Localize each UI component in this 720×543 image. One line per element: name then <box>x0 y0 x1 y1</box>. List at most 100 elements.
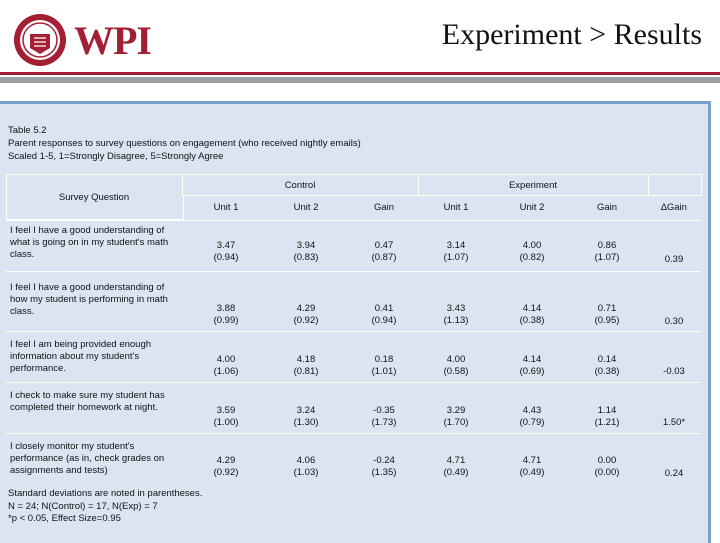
delta-gain-value: 1.50* <box>662 417 686 428</box>
note-sample-size: N = 24; N(Control) = 17, N(Exp) = 7 <box>8 500 158 512</box>
column-header: Unit 1 <box>443 202 469 213</box>
mean-value: 0.14 <box>597 354 617 365</box>
sd-value: (0.83) <box>293 252 319 263</box>
mean-value: -0.24 <box>373 455 395 466</box>
sd-value: (1.70) <box>443 417 469 428</box>
value-cell: 4.71 (0.49) <box>412 455 500 479</box>
survey-question: I feel I am being provided enough inform… <box>10 339 152 374</box>
sd-value: (1.06) <box>213 366 239 377</box>
column-header: Unit 2 <box>293 202 319 213</box>
delta-header-cell <box>648 174 702 196</box>
column-header: Gain <box>596 202 618 213</box>
mean-value: 4.71 <box>522 455 542 466</box>
sd-value: (0.38) <box>519 315 545 326</box>
column-header: Unit 2 <box>519 202 545 213</box>
mean-value: 4.71 <box>446 455 466 466</box>
caption-description: Parent responses to survey questions on … <box>8 138 361 149</box>
mean-value: 3.94 <box>296 240 316 251</box>
sd-value: (1.13) <box>443 315 469 326</box>
mean-value: -0.35 <box>373 405 395 416</box>
mean-value: 3.29 <box>446 405 466 416</box>
wpi-logo: WPI <box>12 14 152 66</box>
row-divider <box>6 433 700 434</box>
caption-scale: Scaled 1-5, 1=Strongly Disagree, 5=Stron… <box>8 151 224 162</box>
value-cell: 3.47 (0.94) <box>182 240 270 264</box>
sd-value: (0.38) <box>594 366 620 377</box>
value-cell: -0.24 (1.35) <box>340 455 428 479</box>
survey-question: I feel I have a good understanding of ho… <box>10 282 168 317</box>
mean-value: 3.47 <box>216 240 236 251</box>
mean-value: 4.14 <box>522 303 542 314</box>
mean-value: 0.71 <box>597 303 617 314</box>
mean-value: 3.88 <box>216 303 236 314</box>
sd-value: (0.82) <box>519 252 545 263</box>
column-header: Unit 1 <box>213 202 239 213</box>
value-cell: 0.47 (0.87) <box>340 240 428 264</box>
note-sd: Standard deviations are noted in parenth… <box>8 488 203 499</box>
mean-value: 4.14 <box>522 354 542 365</box>
sd-value: (1.73) <box>371 417 397 428</box>
value-cell: 3.24 (1.30) <box>262 405 350 429</box>
mean-value: 4.43 <box>522 405 542 416</box>
value-cell: 4.14 (0.38) <box>488 303 576 327</box>
sd-value: (0.92) <box>293 315 319 326</box>
delta-gain-value: 0.39 <box>664 254 684 265</box>
column-header: Gain <box>373 202 395 213</box>
mean-value: 4.06 <box>296 455 316 466</box>
mean-value: 4.00 <box>522 240 542 251</box>
table-caption: Table 5.2 Parent responses to survey que… <box>8 124 361 163</box>
sd-value: (1.01) <box>371 366 397 377</box>
sd-value: (0.87) <box>371 252 397 263</box>
sd-value: (0.81) <box>293 366 319 377</box>
value-cell: 4.14 (0.69) <box>488 354 576 378</box>
mean-value: 0.18 <box>374 354 394 365</box>
value-cell: 3.14 (1.07) <box>412 240 500 264</box>
mean-value: 1.14 <box>597 405 617 416</box>
value-cell: 4.00 (1.06) <box>182 354 270 378</box>
value-cell: 3.59 (1.00) <box>182 405 270 429</box>
survey-question: I closely monitor my student's performan… <box>10 441 165 476</box>
value-cell: 0.14 (0.38) <box>563 354 651 378</box>
sd-value: (1.30) <box>293 417 319 428</box>
sd-value: (0.69) <box>519 366 545 377</box>
question-header-cell <box>6 174 184 220</box>
logo-wordmark: WPI <box>74 18 152 63</box>
value-cell: 4.00 (0.82) <box>488 240 576 264</box>
survey-question: I feel I have a good understanding of wh… <box>10 225 169 260</box>
mean-value: 3.14 <box>446 240 466 251</box>
table-notes: Standard deviations are noted in parenth… <box>8 488 202 526</box>
sd-value: (0.00) <box>594 467 620 478</box>
sd-value: (0.49) <box>443 467 469 478</box>
header-rule-gray <box>0 77 720 83</box>
slide-title: Experiment > Results <box>441 18 702 51</box>
experiment-group-header: Experiment <box>508 180 558 191</box>
value-cell: 0.86 (1.07) <box>563 240 651 264</box>
value-cell: 3.94 (0.83) <box>262 240 350 264</box>
delta-gain-value: 0.24 <box>664 468 684 479</box>
sd-value: (1.21) <box>594 417 620 428</box>
value-cell: 0.18 (1.01) <box>340 354 428 378</box>
sd-value: (0.94) <box>213 252 239 263</box>
mean-value: 3.43 <box>446 303 466 314</box>
sd-value: (0.99) <box>213 315 239 326</box>
sd-value: (0.92) <box>213 467 239 478</box>
value-cell: 1.14 (1.21) <box>563 405 651 429</box>
sd-value: (0.58) <box>443 366 469 377</box>
mean-value: 4.29 <box>296 303 316 314</box>
mean-value: 4.00 <box>446 354 466 365</box>
sd-value: (0.95) <box>594 315 620 326</box>
mean-value: 0.00 <box>597 455 617 466</box>
question-header: Survey Question <box>58 192 130 203</box>
sd-value: (1.07) <box>594 252 620 263</box>
value-cell: 0.41 (0.94) <box>340 303 428 327</box>
mean-value: 0.86 <box>597 240 617 251</box>
sd-value: (0.49) <box>519 467 545 478</box>
sd-value: (1.07) <box>443 252 469 263</box>
delta-gain-value: -0.03 <box>663 366 685 377</box>
row-divider <box>6 382 700 383</box>
mean-value: 3.24 <box>296 405 316 416</box>
value-cell: 4.29 (0.92) <box>182 455 270 479</box>
value-cell: 4.00 (0.58) <box>412 354 500 378</box>
sd-value: (0.79) <box>519 417 545 428</box>
mean-value: 4.00 <box>216 354 236 365</box>
